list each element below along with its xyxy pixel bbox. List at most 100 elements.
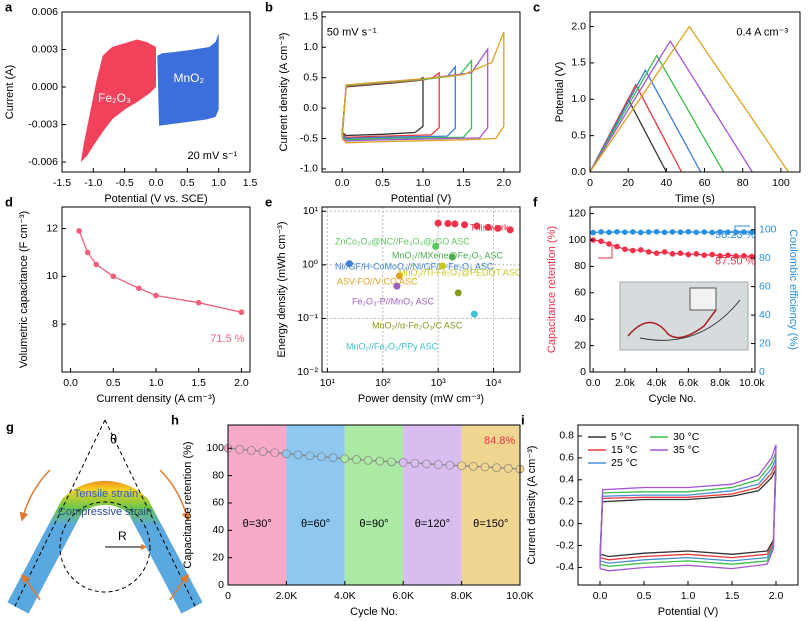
series-line: [589, 39, 753, 173]
y-axis-label: Current (A): [4, 65, 16, 119]
y-tick-label: 1.5: [571, 57, 586, 69]
annotation: 50 mV s⁻¹: [327, 27, 377, 39]
x-tick-label: 0: [225, 590, 231, 602]
y-tick-label: 60: [212, 497, 224, 509]
y-tick-label: -0.003: [28, 118, 58, 130]
point: [622, 246, 628, 253]
point: [473, 222, 481, 230]
point: [717, 229, 723, 235]
x-tick-label: 2.0: [234, 377, 249, 389]
point: [444, 220, 452, 228]
point: [136, 285, 142, 292]
y-axis-label: Capacitance retention (%): [546, 226, 558, 353]
legend-label: 35 °C: [673, 444, 700, 456]
point: [270, 448, 280, 457]
point: [733, 253, 739, 259]
point: [410, 458, 420, 468]
point: [653, 250, 660, 256]
x-axis-label: Time (s): [675, 193, 715, 205]
y-tick-label: 1.0: [571, 93, 586, 105]
y2-tick-label: 0: [759, 366, 765, 378]
x-axis-label: Potential (V): [391, 193, 452, 205]
point: [235, 445, 244, 454]
point: [317, 452, 326, 462]
x-tick-label: 1.0: [416, 177, 431, 189]
bent-strip: [7, 480, 203, 614]
y-tick-label: 10¹: [303, 205, 319, 217]
region: [403, 425, 462, 585]
y2-axis-label: Coulombic efficiency (%): [787, 229, 799, 350]
panel-label: d: [5, 194, 13, 209]
y-tick-label: 40: [212, 524, 224, 536]
annotation: 71.5 %: [210, 333, 244, 345]
x-tick-label: 1.0: [681, 590, 696, 602]
point: [480, 462, 490, 472]
series-line: [589, 54, 725, 173]
point: [328, 453, 338, 462]
point: [709, 229, 715, 236]
x-tick-label: 2.0: [497, 177, 512, 189]
point: [457, 461, 466, 471]
point: [614, 228, 620, 235]
series-line: [78, 230, 242, 313]
series-line: [589, 25, 790, 173]
y-tick-label: 0.5: [571, 129, 586, 141]
point-label: MnO₂//MXene@Fe₂O₃ ASC: [392, 250, 503, 260]
point-label: MnO₂//Fe₂O₃/PPy ASC: [346, 341, 439, 351]
point: [677, 250, 684, 256]
inset-wire: [627, 309, 717, 339]
y-tick-label: 0.2: [559, 495, 574, 507]
y2-tick-label: 80: [759, 252, 771, 264]
point: [685, 228, 692, 235]
point: [340, 454, 350, 463]
y-tick-label: 20: [212, 551, 224, 563]
x-tick-label: 100: [772, 177, 790, 189]
y-tick-label: 0: [218, 579, 224, 591]
y-tick-label: 0.0: [303, 102, 318, 114]
point: [76, 228, 82, 234]
point: [701, 229, 708, 235]
y-tick-label: 10: [46, 270, 58, 282]
point: [345, 260, 353, 268]
panel-label: h: [171, 412, 179, 427]
region: [286, 425, 345, 585]
point: [630, 229, 636, 235]
series-line: [589, 68, 702, 173]
y-tick-label: 0: [580, 366, 586, 378]
point: [661, 229, 668, 236]
panel-label: e: [265, 194, 272, 209]
x-tick-label: 1.5: [191, 377, 206, 389]
x-axis-label: Cycle No.: [649, 393, 697, 405]
force-arrow: [159, 469, 191, 522]
force-arrow: [19, 469, 51, 522]
point: [653, 228, 660, 235]
x-tick-label: 0.0: [586, 377, 601, 389]
x-tick-label: 0.0: [335, 177, 350, 189]
point: [677, 229, 684, 235]
point: [630, 247, 636, 254]
point: [645, 229, 652, 235]
x-tick-label: 0.5: [106, 377, 121, 389]
y-axis-label: Current density (A cm⁻³): [526, 446, 538, 565]
point: [504, 464, 513, 473]
point-label: ASV-FO//V-CO ASC: [337, 276, 418, 286]
y-tick-label: 0.0: [571, 166, 586, 178]
x-tick-label: 1.0: [211, 177, 226, 189]
cv-area: [157, 33, 219, 126]
x-tick-label: -0.5: [116, 177, 134, 189]
plot-frame: [589, 11, 801, 173]
y-tick-label: 0.000: [32, 81, 58, 93]
x-tick-label: 10.0k: [739, 377, 765, 389]
point: [685, 251, 692, 258]
force-arrow: [169, 573, 189, 601]
point: [461, 221, 469, 229]
series-line: [599, 444, 777, 572]
point: [709, 251, 715, 258]
series-line: [341, 31, 505, 144]
x-tick-label: 0.0: [593, 590, 608, 602]
region: [344, 425, 404, 585]
x-axis-label: Potential (V vs. SCE): [104, 193, 207, 205]
area-label: Fe₂O₃: [98, 91, 131, 105]
y-tick-label: 12: [46, 222, 58, 234]
